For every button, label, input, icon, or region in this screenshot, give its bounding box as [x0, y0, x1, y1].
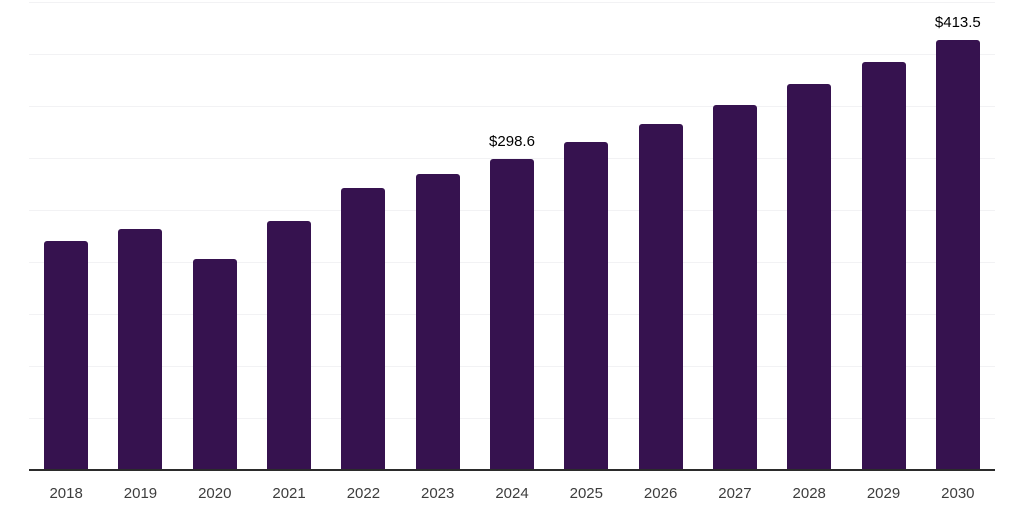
x-tick-label-2018: 2018 — [49, 485, 83, 502]
x-tick-label-2021: 2021 — [272, 485, 306, 502]
data-label-2030: $413.5 — [934, 13, 981, 31]
bar-2020 — [192, 259, 237, 470]
x-tick-label-2022: 2022 — [346, 485, 381, 502]
x-tick-label-2019: 2019 — [123, 485, 158, 502]
gridline-450 — [29, 2, 995, 3]
x-tick-label-2020: 2020 — [198, 485, 232, 502]
bar-2029 — [861, 62, 906, 470]
x-tick-label-2030: 2030 — [941, 485, 975, 502]
gridline-300 — [29, 158, 995, 159]
gridline-400 — [29, 54, 995, 55]
x-tick-label-2029: 2029 — [866, 485, 901, 502]
bar-2025 — [564, 142, 609, 470]
bar-2030 — [935, 39, 980, 470]
bar-2028 — [787, 84, 832, 470]
bar-2027 — [712, 105, 757, 470]
x-tick-label-2026: 2026 — [643, 485, 678, 502]
x-tick-label-2023: 2023 — [421, 485, 455, 502]
x-tick-label-2028: 2028 — [792, 485, 826, 502]
x-tick-label-2024: 2024 — [495, 485, 529, 502]
bar-2026 — [638, 124, 683, 470]
bar-2018 — [44, 240, 89, 470]
bar-2022 — [341, 188, 386, 470]
bar-2024 — [490, 159, 534, 470]
gridline-350 — [29, 106, 995, 107]
x-tick-label-2027: 2027 — [718, 485, 752, 502]
x-axis-line — [29, 469, 995, 471]
bar-2021 — [267, 221, 312, 470]
data-label-2024: $298.6 — [489, 133, 535, 151]
bar-2023 — [415, 174, 460, 470]
bar-2019 — [118, 228, 163, 470]
x-tick-label-2025: 2025 — [569, 485, 603, 502]
